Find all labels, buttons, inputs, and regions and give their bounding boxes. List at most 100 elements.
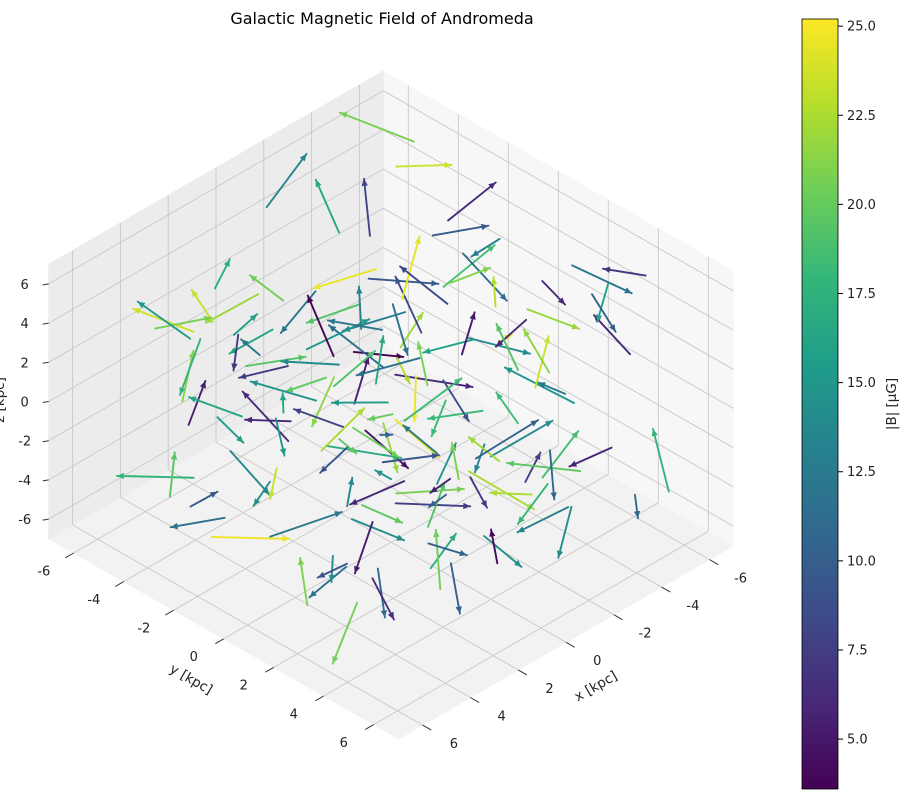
field-vector [433, 528, 442, 591]
vector-head [242, 391, 250, 399]
field-vector [376, 567, 388, 619]
vector-head [179, 387, 186, 395]
field-vector [154, 315, 213, 330]
y-axis-label: y [kpc] [167, 661, 215, 698]
vector-shaft [395, 487, 465, 495]
y-tick-label: -4 [87, 593, 100, 608]
vector-head [571, 431, 579, 439]
x-axis-label: x [kpc] [572, 668, 620, 705]
y-tick-mark [365, 724, 374, 730]
vector-head [170, 522, 179, 530]
vector-head [427, 414, 436, 421]
vector-shaft [548, 449, 556, 501]
field-vector [308, 565, 347, 599]
grid-line [383, 286, 734, 488]
field-vector [602, 266, 647, 277]
z-tick-mark [42, 322, 49, 325]
grid-line [48, 129, 384, 324]
vector-head [543, 336, 550, 344]
vector-shaft [426, 409, 484, 420]
vector-shaft [402, 424, 439, 455]
vector-head [504, 367, 513, 374]
field-vector [416, 341, 429, 387]
vector-shaft [349, 480, 406, 506]
vector-shaft [154, 316, 213, 330]
field-vector [187, 379, 207, 426]
field-vector [229, 450, 271, 496]
field-vector [244, 354, 307, 368]
grid-line [383, 168, 734, 370]
field-vector [352, 426, 400, 458]
vector-shaft [353, 356, 370, 405]
x-tick-mark [422, 724, 432, 731]
vector-shaft [462, 252, 508, 302]
vector-shaft [187, 379, 207, 426]
field-vector [210, 535, 291, 542]
vector-head [392, 464, 399, 473]
x-tick-label: 6 [450, 737, 458, 752]
vector-head [416, 312, 423, 321]
field-vector [516, 506, 570, 534]
field-vector [319, 446, 349, 474]
vector-head [375, 470, 383, 477]
field-vector [503, 366, 576, 404]
vector-shaft [355, 357, 421, 377]
field-vector [361, 177, 371, 237]
vector-head [534, 452, 541, 461]
field-vector [349, 480, 406, 506]
x-tick-mark [470, 697, 480, 703]
vector-head [530, 420, 538, 427]
field-vector [506, 460, 582, 473]
vector-head [191, 289, 199, 298]
field-vector [333, 349, 377, 388]
vector-head [431, 280, 439, 287]
vector-shaft [516, 483, 549, 525]
vector-shaft [449, 562, 461, 615]
grid-line [373, 531, 709, 725]
field-vector [495, 323, 519, 371]
grid-line [383, 325, 734, 527]
vector-head [454, 378, 462, 386]
vector-shaft [403, 377, 463, 422]
colorbar-tick-label: 25.0 [847, 20, 876, 35]
field-vector [524, 451, 542, 483]
field-vector [596, 282, 610, 323]
vector-head [444, 161, 452, 169]
field-vector [374, 335, 386, 385]
axis-panes [47, 70, 735, 740]
field-vector [474, 419, 539, 460]
vector-head [356, 286, 363, 294]
field-vector [402, 424, 439, 455]
vector-head [400, 461, 409, 469]
field-vector [305, 303, 362, 324]
vector-shaft [292, 408, 345, 428]
vector-shaft [376, 567, 386, 619]
field-vector [353, 356, 370, 405]
colorbar-tick-label: 7.5 [847, 644, 868, 659]
vector-head [331, 399, 339, 406]
vector-head [313, 283, 321, 290]
y-tick-mark [215, 638, 224, 645]
vector-head [170, 452, 178, 460]
vector-head [544, 420, 553, 428]
vector-shaft [503, 366, 576, 404]
field-vector [314, 178, 341, 234]
vector-head [137, 301, 146, 309]
vector-shaft [269, 511, 343, 538]
field-vector [248, 274, 285, 302]
vector-head [380, 610, 388, 618]
field-vector [381, 452, 440, 464]
vector-shaft [169, 516, 226, 529]
x-tick-mark [661, 586, 671, 593]
grid-line [273, 473, 609, 668]
vector-head [469, 312, 476, 320]
vector-shaft [449, 266, 492, 284]
field-vector [327, 324, 385, 369]
field-vector [231, 333, 240, 372]
vector-shaft [357, 285, 363, 331]
vector-head [402, 347, 409, 355]
axes-3d: -6 -4 -2 0 2 4 6 -6 -4 -2 0 2 4 6 -6 -4 -2 0 2 4 6 x [kpc] y… [0, 70, 747, 752]
vector-shaft [506, 462, 582, 473]
field-vector [516, 483, 549, 525]
field-vector [556, 505, 573, 559]
